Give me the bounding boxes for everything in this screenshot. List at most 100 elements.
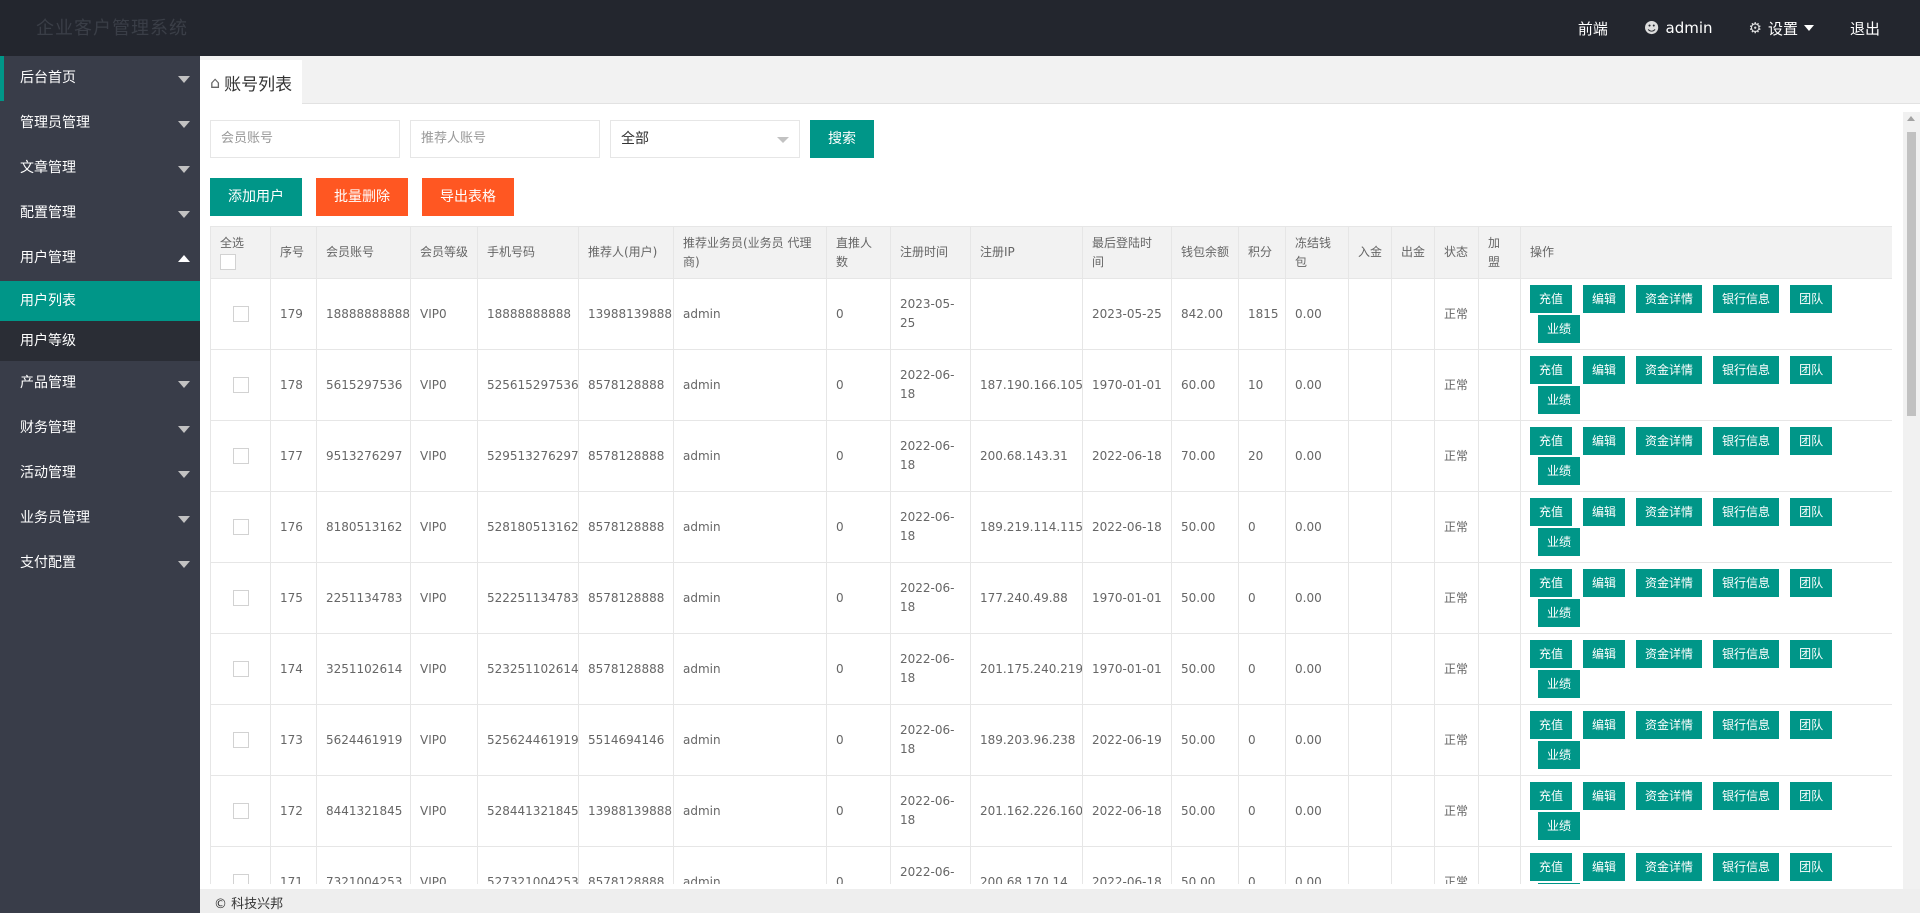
team-button[interactable]: 团队 <box>1790 782 1833 810</box>
cell-referrer: 8578128888 <box>578 633 674 705</box>
member-account-input[interactable]: 会员账号 <box>210 120 400 158</box>
sidebar-item-home[interactable]: 后台首页 <box>0 56 200 101</box>
sidebar-subitem-user-list[interactable]: 用户列表 <box>0 281 200 321</box>
performance-button[interactable]: 业绩 <box>1538 741 1581 769</box>
bank-info-button[interactable]: 银行信息 <box>1713 356 1780 384</box>
nav-front-link[interactable]: 前端 <box>1578 18 1608 39</box>
performance-button[interactable]: 业绩 <box>1538 883 1581 884</box>
edit-button[interactable]: 编辑 <box>1583 498 1626 526</box>
recharge-button[interactable]: 充值 <box>1530 853 1573 881</box>
edit-button[interactable]: 编辑 <box>1583 427 1626 455</box>
add-user-button[interactable]: 添加用户 <box>210 178 302 216</box>
search-button[interactable]: 搜索 <box>810 120 874 158</box>
sidebar-item-payment[interactable]: 支付配置 <box>0 541 200 586</box>
bank-info-button[interactable]: 银行信息 <box>1713 569 1780 597</box>
performance-button[interactable]: 业绩 <box>1538 670 1581 698</box>
export-button[interactable]: 导出表格 <box>422 178 514 216</box>
row-checkbox[interactable] <box>232 590 249 606</box>
fund-details-button[interactable]: 资金详情 <box>1636 853 1703 881</box>
cell-status: 正常 <box>1434 704 1479 776</box>
status-select[interactable]: 全部 <box>610 120 800 158</box>
recharge-button[interactable]: 充值 <box>1530 356 1573 384</box>
team-button[interactable]: 团队 <box>1790 498 1833 526</box>
row-checkbox[interactable] <box>232 732 249 748</box>
fund-details-button[interactable]: 资金详情 <box>1636 711 1703 739</box>
edit-button[interactable]: 编辑 <box>1583 569 1626 597</box>
recharge-button[interactable]: 充值 <box>1530 569 1573 597</box>
team-button[interactable]: 团队 <box>1790 285 1833 313</box>
row-checkbox[interactable] <box>232 306 249 322</box>
row-checkbox[interactable] <box>232 519 249 535</box>
cell-balance: 70.00 <box>1171 420 1239 492</box>
performance-button[interactable]: 业绩 <box>1538 386 1581 414</box>
sidebar-item-users[interactable]: 用户管理 <box>0 236 200 281</box>
bank-info-button[interactable]: 银行信息 <box>1713 427 1780 455</box>
sidebar-subitem-user-level[interactable]: 用户等级 <box>0 321 200 361</box>
team-button[interactable]: 团队 <box>1790 711 1833 739</box>
sidebar-item-salesmen[interactable]: 业务员管理 <box>0 496 200 541</box>
fund-details-button[interactable]: 资金详情 <box>1636 498 1703 526</box>
team-button[interactable]: 团队 <box>1790 640 1833 668</box>
recharge-button[interactable]: 充值 <box>1530 711 1573 739</box>
nav-settings-menu[interactable]: ⚙ 设置 <box>1749 18 1814 39</box>
th-cell: 序号 <box>270 226 317 279</box>
tab-account-list[interactable]: ⌂ 账号列表 <box>200 60 303 104</box>
performance-button[interactable]: 业绩 <box>1538 457 1581 485</box>
fund-details-button[interactable]: 资金详情 <box>1636 356 1703 384</box>
row-checkbox[interactable] <box>232 377 249 393</box>
row-checkbox[interactable] <box>232 448 249 464</box>
bank-info-button[interactable]: 银行信息 <box>1713 285 1780 313</box>
scrollbar-thumb[interactable] <box>1907 132 1916 416</box>
edit-button[interactable]: 编辑 <box>1583 853 1626 881</box>
fund-details-button[interactable]: 资金详情 <box>1636 640 1703 668</box>
scroll-up-arrow-icon[interactable] <box>1907 116 1915 121</box>
row-checkbox[interactable] <box>232 803 249 819</box>
edit-button[interactable]: 编辑 <box>1583 356 1626 384</box>
bank-info-button[interactable]: 银行信息 <box>1713 782 1780 810</box>
recharge-button[interactable]: 充值 <box>1530 427 1573 455</box>
scrollbar[interactable] <box>1903 112 1920 900</box>
performance-button[interactable]: 业绩 <box>1538 315 1581 343</box>
team-button[interactable]: 团队 <box>1790 853 1833 881</box>
performance-button[interactable]: 业绩 <box>1538 599 1581 627</box>
row-checkbox[interactable] <box>232 874 249 884</box>
fund-details-button[interactable]: 资金详情 <box>1636 427 1703 455</box>
cell-reg-time: 2022-06-18 <box>890 491 971 563</box>
fund-details-button[interactable]: 资金详情 <box>1636 782 1703 810</box>
nav-logout-link[interactable]: 退出 <box>1850 18 1880 39</box>
sidebar-item-config[interactable]: 配置管理 <box>0 191 200 236</box>
bank-info-button[interactable]: 银行信息 <box>1713 640 1780 668</box>
edit-button[interactable]: 编辑 <box>1583 711 1626 739</box>
sidebar-item-finance[interactable]: 财务管理 <box>0 406 200 451</box>
recharge-button[interactable]: 充值 <box>1530 782 1573 810</box>
sidebar-item-activities[interactable]: 活动管理 <box>0 451 200 496</box>
referrer-account-input[interactable]: 推荐人账号 <box>410 120 600 158</box>
nav-user-menu[interactable]: ☻ admin <box>1644 19 1713 37</box>
performance-button[interactable]: 业绩 <box>1538 812 1581 840</box>
edit-button[interactable]: 编辑 <box>1583 782 1626 810</box>
edit-button[interactable]: 编辑 <box>1583 285 1626 313</box>
team-button[interactable]: 团队 <box>1790 356 1833 384</box>
team-button[interactable]: 团队 <box>1790 427 1833 455</box>
cell-referrer: 8578128888 <box>578 562 674 634</box>
recharge-button[interactable]: 充值 <box>1530 285 1573 313</box>
row-checkbox[interactable] <box>232 661 249 677</box>
cell-referrer: 13988139888 <box>578 775 674 847</box>
bank-info-button[interactable]: 银行信息 <box>1713 498 1780 526</box>
sidebar-item-admins[interactable]: 管理员管理 <box>0 101 200 146</box>
sidebar-item-articles[interactable]: 文章管理 <box>0 146 200 191</box>
cell-points: 0 <box>1238 491 1286 563</box>
chevron-down-icon <box>1803 25 1814 31</box>
fund-details-button[interactable]: 资金详情 <box>1636 569 1703 597</box>
batch-delete-button[interactable]: 批量删除 <box>316 178 408 216</box>
fund-details-button[interactable]: 资金详情 <box>1636 285 1703 313</box>
sidebar-item-products[interactable]: 产品管理 <box>0 361 200 406</box>
recharge-button[interactable]: 充值 <box>1530 640 1573 668</box>
performance-button[interactable]: 业绩 <box>1538 528 1581 556</box>
recharge-button[interactable]: 充值 <box>1530 498 1573 526</box>
select-all-checkbox[interactable] <box>220 254 236 270</box>
team-button[interactable]: 团队 <box>1790 569 1833 597</box>
bank-info-button[interactable]: 银行信息 <box>1713 711 1780 739</box>
edit-button[interactable]: 编辑 <box>1583 640 1626 668</box>
bank-info-button[interactable]: 银行信息 <box>1713 853 1780 881</box>
